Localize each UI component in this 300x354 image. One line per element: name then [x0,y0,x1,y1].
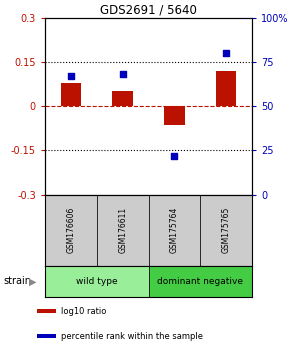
Text: strain: strain [3,276,31,286]
Text: log10 ratio: log10 ratio [61,307,106,316]
Point [68,73,73,79]
Bar [97,195,148,266]
Text: ▶: ▶ [28,276,36,286]
Bar [61,82,81,106]
Bar [216,71,236,106]
Text: GSM176606: GSM176606 [66,207,75,253]
Text: percentile rank within the sample: percentile rank within the sample [61,331,203,341]
Bar [200,195,252,266]
Text: dominant negative: dominant negative [157,277,243,286]
Bar [45,195,97,266]
Text: GSM176611: GSM176611 [118,207,127,253]
Bar [37,309,56,313]
Bar [112,91,133,106]
Bar [45,266,148,297]
Text: wild type: wild type [76,277,118,286]
Point [224,50,229,56]
Bar [148,266,252,297]
Text: GSM175764: GSM175764 [170,207,179,253]
Point [172,153,177,159]
Bar [164,106,185,125]
Bar [148,195,200,266]
Point [120,72,125,77]
Bar [37,334,56,338]
Text: GSM175765: GSM175765 [222,207,231,253]
Title: GDS2691 / 5640: GDS2691 / 5640 [100,4,197,17]
